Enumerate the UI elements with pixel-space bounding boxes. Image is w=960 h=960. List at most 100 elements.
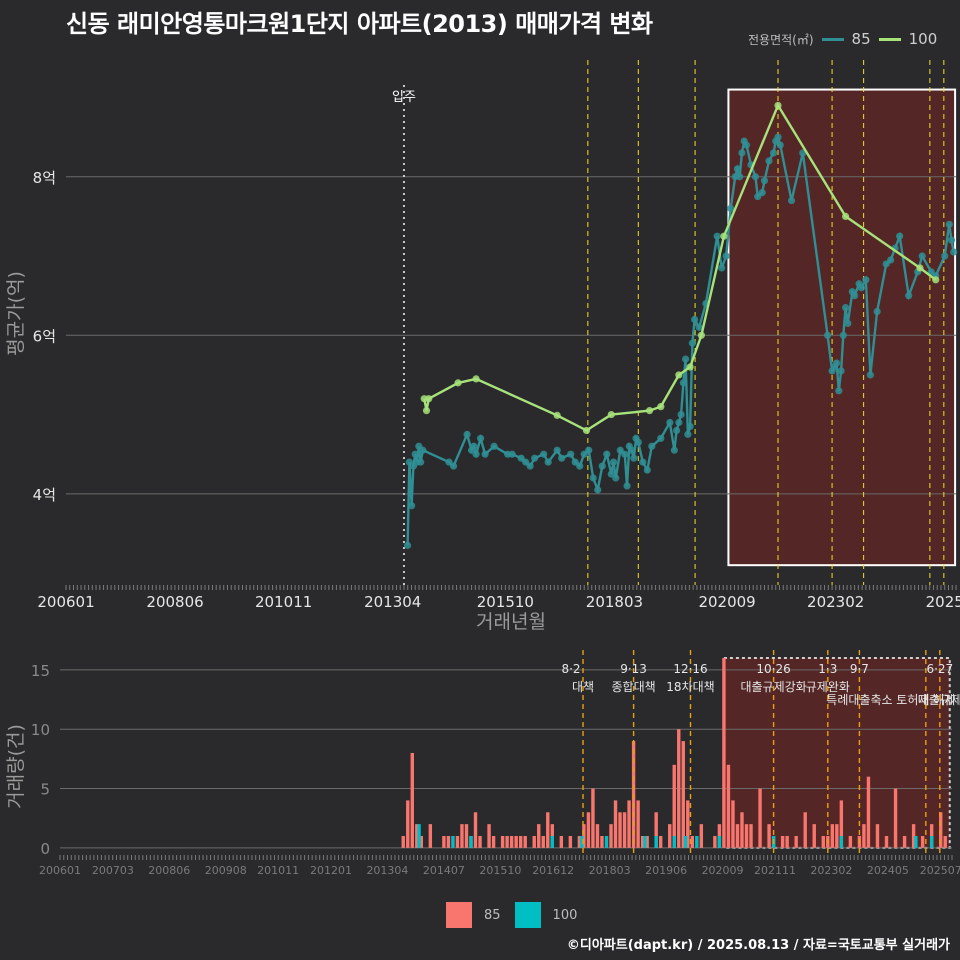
series-point-100 — [932, 276, 940, 284]
event-text-label: 규제완화 — [806, 680, 850, 694]
series-point-85 — [738, 149, 746, 157]
series-point-85 — [657, 434, 665, 442]
volume-bar-85 — [785, 836, 789, 848]
series-point-85 — [666, 418, 674, 427]
series-point-85 — [589, 474, 597, 482]
x-tick-label: 201803 — [589, 864, 631, 877]
volume-bar-85 — [699, 824, 704, 848]
legend-item-85[interactable]: 85 — [821, 30, 871, 48]
volume-chart: 0 5 10 15 200601 200703 200806 200908 201011 2012… — [5, 650, 960, 877]
series-point-85 — [769, 149, 778, 157]
volume-bar-100 — [929, 836, 934, 848]
series-point-85 — [941, 252, 949, 260]
x-tick-label: 202507 — [920, 864, 960, 877]
volume-bar-85 — [609, 824, 613, 848]
volume-bar-85 — [726, 764, 731, 848]
series-point-85 — [765, 157, 773, 165]
volume-bar-85 — [862, 824, 866, 848]
legend-area-bottom: 85 100 — [446, 902, 591, 928]
volume-bar-85 — [541, 836, 545, 848]
x-tick-label: 201510 — [477, 593, 534, 611]
y-tick-label: 4억 — [33, 486, 56, 504]
volume-bar-85 — [875, 824, 880, 848]
series-point-85 — [774, 133, 782, 141]
volume-bar-85 — [681, 741, 685, 848]
series-point-85 — [508, 450, 516, 458]
event-date-label: 9·13 — [620, 662, 647, 676]
legend-area-top: 전용면적(㎡) 85 100 — [748, 30, 945, 48]
volume-bar-100 — [654, 836, 658, 848]
series-point-85 — [823, 331, 832, 339]
series-point-85 — [553, 446, 561, 454]
x-tick-label: 201011 — [257, 864, 299, 877]
series-point-85 — [526, 462, 534, 470]
series-point-85 — [476, 434, 485, 442]
volume-bar-85 — [812, 824, 816, 848]
y-tick-label: 8억 — [33, 169, 56, 187]
event-text-label: 대책 — [572, 679, 594, 694]
volume-bar-85 — [505, 836, 509, 848]
price-chart: 4억 6억 8억 200601 200806 201011 201304 201510 2018… — [5, 60, 960, 633]
y-tick-label: 6억 — [33, 327, 56, 345]
volume-bar-85 — [514, 836, 518, 848]
series-point-85 — [950, 248, 958, 256]
x-tick-label: 201304 — [366, 864, 408, 877]
series-point-85 — [751, 173, 760, 181]
volume-bar-85 — [410, 752, 414, 848]
event-text-label: 대출규제 — [918, 693, 960, 707]
volume-bar-85 — [577, 836, 582, 848]
volume-bar-85 — [586, 812, 591, 848]
source-footer: ©디아파트(dapt.kr) / 2025.08.13 / 자료=국토교통부 실… — [566, 938, 950, 953]
volume-bar-100 — [550, 836, 554, 848]
x-tick-label: 202302 — [810, 864, 852, 877]
series-point-85 — [612, 474, 620, 482]
x-tick-label: 202009 — [702, 864, 744, 877]
volume-bar-85 — [509, 836, 514, 848]
volume-bar-85 — [654, 812, 658, 848]
series-point-85 — [686, 422, 694, 431]
volume-bar-100 — [469, 836, 473, 848]
series-point-85 — [472, 450, 480, 458]
series-point-85 — [419, 446, 427, 454]
series-point-100 — [422, 407, 431, 415]
series-point-85 — [540, 450, 548, 458]
volume-bar-85 — [627, 800, 631, 848]
volume-bar-85 — [758, 788, 762, 848]
series-point-85 — [643, 466, 651, 474]
series-point-85 — [691, 315, 699, 324]
volume-bar-85 — [419, 836, 424, 848]
legend-label-100: 100 — [908, 30, 938, 48]
series-point-85 — [866, 371, 874, 379]
volume-bar-85 — [794, 836, 798, 848]
volume-bar-100 — [604, 836, 609, 848]
series-point-85 — [758, 189, 766, 197]
volume-bar-85 — [749, 824, 753, 848]
series-point-85 — [594, 486, 602, 494]
x-tick-label: 200806 — [148, 864, 190, 877]
volume-bar-85 — [821, 836, 825, 848]
legend-item-100[interactable]: 100 — [878, 30, 938, 48]
series-point-100 — [720, 232, 728, 240]
series-point-85 — [630, 454, 638, 462]
series-point-85 — [837, 367, 845, 375]
volume-bar-85 — [920, 836, 925, 848]
event-text-label: 토허제 해제 — [896, 693, 955, 707]
volume-bar-85 — [911, 824, 916, 848]
series-point-85 — [609, 458, 618, 466]
series-point-85 — [481, 450, 489, 458]
series-point-85 — [776, 141, 784, 149]
series-line-100 — [423, 102, 937, 432]
series-point-85 — [862, 276, 870, 284]
series-point-85 — [857, 284, 865, 292]
volume-bar-85 — [740, 812, 744, 848]
series-point-100 — [582, 426, 591, 435]
event-text-label: 종합대책 — [612, 679, 656, 694]
volume-bar-85 — [487, 824, 491, 848]
legend-swatch-85 — [821, 37, 844, 41]
volume-bar-85 — [780, 836, 785, 848]
volume-bar-85 — [473, 812, 478, 848]
series-point-85 — [688, 339, 696, 347]
volume-bar-85 — [943, 836, 947, 848]
x-tick-label: 202111 — [754, 864, 796, 877]
series-point-85 — [677, 410, 685, 419]
